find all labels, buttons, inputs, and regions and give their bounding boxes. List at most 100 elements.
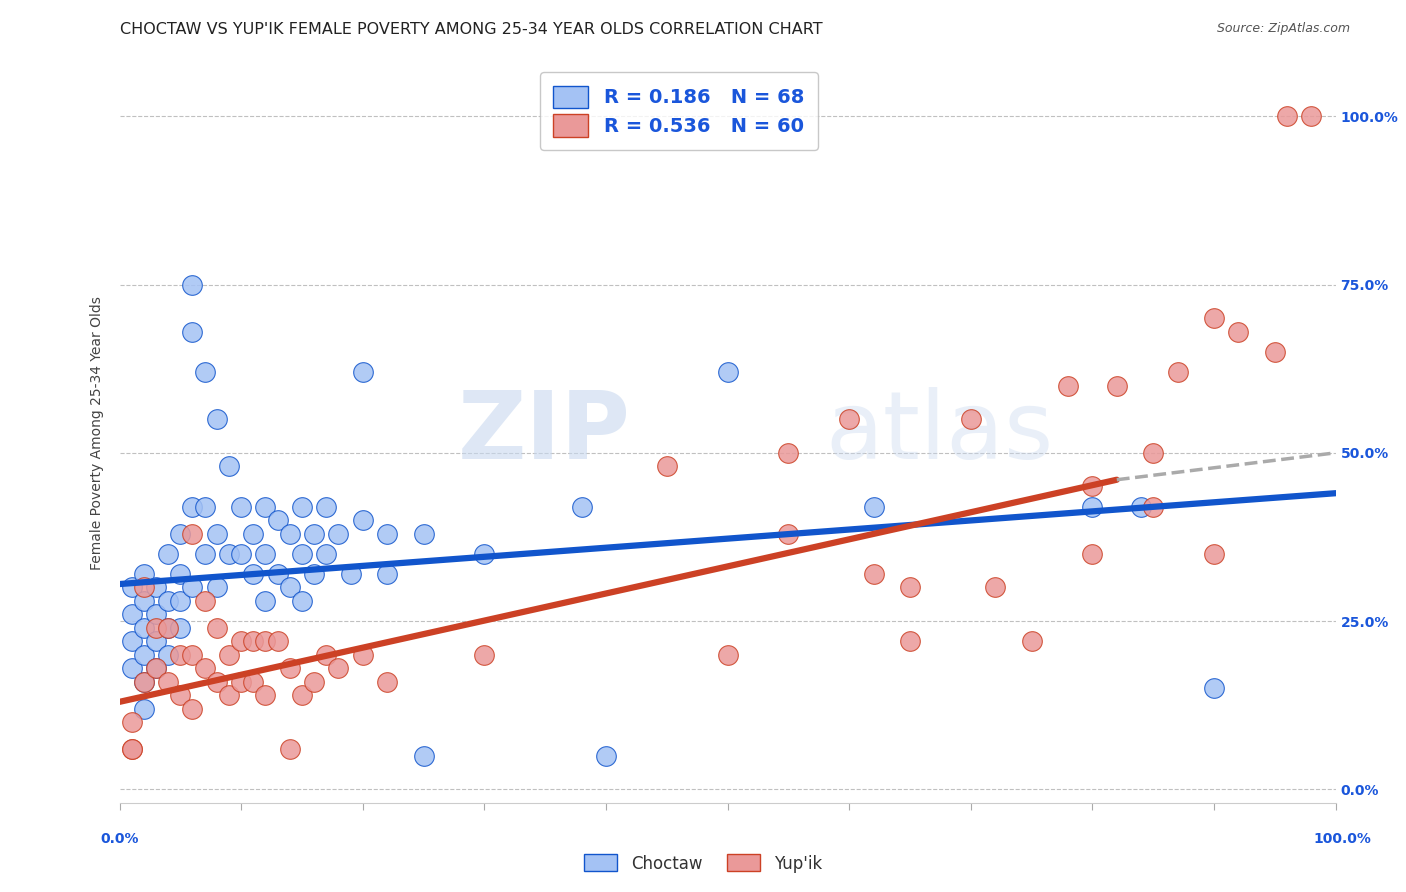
Point (315, 547, 337, 561)
Point (1130, 500, 1153, 514)
Point (278, 581, 301, 595)
Point (291, 547, 314, 561)
Text: 100.0%: 100.0% (1313, 832, 1372, 846)
Point (121, 742, 143, 756)
Point (181, 526, 204, 541)
Point (1167, 365, 1189, 379)
Point (302, 674, 325, 689)
Point (717, 648, 740, 662)
Point (278, 742, 301, 756)
Point (132, 581, 155, 595)
Point (1142, 500, 1164, 514)
Point (717, 365, 740, 379)
Point (169, 621, 191, 635)
Point (1227, 325, 1250, 339)
Point (254, 547, 277, 561)
Point (218, 648, 240, 662)
Point (181, 277, 204, 292)
Point (266, 513, 288, 527)
Text: CHOCTAW VS YUP'IK FEMALE POVERTY AMONG 25-34 YEAR OLDS CORRELATION CHART: CHOCTAW VS YUP'IK FEMALE POVERTY AMONG 2… (120, 22, 823, 37)
Point (121, 661, 143, 675)
Point (218, 688, 240, 702)
Point (302, 526, 325, 541)
Point (339, 566, 361, 581)
Point (169, 566, 191, 581)
Point (205, 412, 228, 426)
Point (1021, 634, 1043, 648)
Y-axis label: Female Poverty Among 25-34 Year Olds: Female Poverty Among 25-34 Year Olds (90, 295, 104, 570)
Point (121, 607, 143, 622)
Point (132, 594, 155, 608)
Point (157, 674, 180, 689)
Point (157, 594, 180, 608)
Point (472, 547, 496, 561)
Point (375, 566, 398, 581)
Point (278, 526, 301, 541)
Point (181, 581, 204, 595)
Point (984, 581, 1007, 595)
Point (1204, 681, 1226, 696)
Point (194, 547, 217, 561)
Point (862, 566, 884, 581)
Point (1142, 446, 1164, 460)
Point (1057, 378, 1080, 392)
Point (242, 566, 264, 581)
Point (254, 634, 277, 648)
Point (157, 547, 180, 561)
Point (121, 714, 143, 729)
Point (169, 526, 191, 541)
Point (145, 607, 167, 622)
Legend: R = 0.186   N = 68, R = 0.536   N = 60: R = 0.186 N = 68, R = 0.536 N = 60 (540, 72, 818, 150)
Point (194, 661, 217, 675)
Point (231, 674, 253, 689)
Point (169, 688, 191, 702)
Point (838, 412, 860, 426)
Point (205, 526, 228, 541)
Point (1204, 311, 1226, 326)
Point (132, 674, 155, 689)
Point (242, 634, 264, 648)
Point (254, 688, 277, 702)
Point (472, 648, 496, 662)
Point (1081, 547, 1104, 561)
Point (1301, 109, 1323, 123)
Point (862, 500, 884, 514)
Point (145, 621, 167, 635)
Point (375, 526, 398, 541)
Point (1264, 344, 1286, 359)
Point (1204, 547, 1226, 561)
Point (302, 566, 325, 581)
Point (412, 748, 434, 763)
Point (145, 661, 167, 675)
Point (291, 500, 314, 514)
Point (254, 594, 277, 608)
Point (181, 500, 204, 514)
Point (194, 365, 217, 379)
Point (194, 500, 217, 514)
Point (121, 634, 143, 648)
Point (205, 674, 228, 689)
Point (132, 701, 155, 715)
Point (169, 594, 191, 608)
Point (157, 621, 180, 635)
Text: atlas: atlas (825, 386, 1053, 479)
Point (266, 566, 288, 581)
Point (205, 581, 228, 595)
Point (1081, 500, 1104, 514)
Point (145, 661, 167, 675)
Point (278, 661, 301, 675)
Point (132, 566, 155, 581)
Point (242, 526, 264, 541)
Point (121, 581, 143, 595)
Point (205, 621, 228, 635)
Point (1081, 479, 1104, 493)
Point (291, 594, 314, 608)
Point (898, 581, 921, 595)
Point (352, 365, 374, 379)
Point (595, 748, 617, 763)
Point (132, 621, 155, 635)
Point (169, 648, 191, 662)
Point (778, 526, 800, 541)
Text: ZIP: ZIP (457, 386, 630, 479)
Point (291, 688, 314, 702)
